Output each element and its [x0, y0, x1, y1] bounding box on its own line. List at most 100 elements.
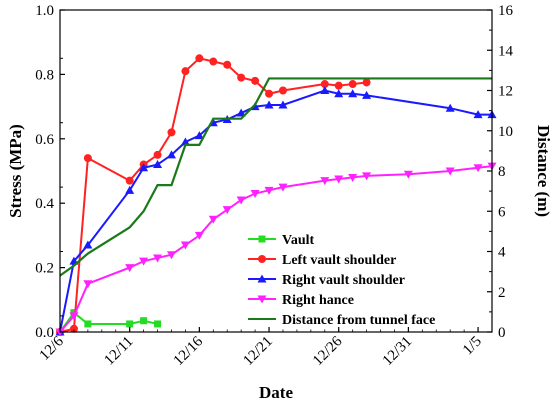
series-3-point — [153, 254, 163, 263]
legend-marker-2 — [257, 274, 267, 283]
series-2-point — [264, 100, 274, 109]
series-1-point — [167, 128, 176, 137]
legend-marker-0 — [258, 235, 266, 243]
series-1-point — [251, 76, 260, 85]
series-1-point — [209, 57, 218, 66]
series-2-point — [194, 131, 204, 140]
series-0-point — [126, 320, 134, 328]
x-axis-title: Date — [259, 383, 293, 402]
series-1-point — [265, 89, 274, 98]
legend-label-0: Vault — [282, 233, 315, 248]
y-right-tick-label: 6 — [498, 204, 506, 220]
series-3-point — [278, 183, 288, 192]
series-1-point — [278, 86, 287, 95]
y-left-tick-label: 0.0 — [35, 325, 54, 341]
series-3-point — [83, 280, 93, 289]
series-3-point — [69, 312, 79, 321]
x-tick-label: 12/26 — [310, 333, 346, 369]
legend-marker-1 — [258, 255, 266, 263]
series-2-point — [180, 137, 190, 146]
series-3-point — [362, 172, 372, 181]
series-3-point — [139, 257, 149, 266]
y-right-tick-label: 4 — [498, 245, 506, 261]
series-line-2 — [59, 89, 492, 333]
series-0-point — [84, 320, 92, 328]
series-3-point — [250, 190, 260, 199]
series-1-point — [237, 73, 246, 82]
legend-label-3: Right hance — [282, 293, 354, 308]
series-0-point — [140, 317, 148, 325]
series-2-point — [334, 89, 344, 98]
series-1-point — [83, 154, 92, 163]
x-tick-label: 12/21 — [240, 334, 275, 369]
series-2-point — [362, 90, 372, 99]
series-1-point — [125, 176, 134, 185]
legend-label-4: Distance from tunnel face — [282, 313, 435, 328]
series-3-point — [320, 177, 330, 186]
series-3-point — [236, 196, 246, 205]
legend-label-1: Left vault shoulder — [282, 253, 396, 268]
series-3-point — [222, 206, 232, 215]
series-1-point — [320, 80, 329, 89]
legend: Vault Left vault shoulder Right vault shou… — [248, 233, 435, 328]
series-1-point — [348, 80, 357, 89]
series-1-point — [362, 78, 371, 87]
series-3-point — [180, 241, 190, 250]
series-0-point — [154, 320, 162, 328]
series-1-point — [195, 54, 204, 63]
series-1-point — [181, 67, 190, 76]
y-right-tick-label: 0 — [498, 325, 506, 341]
series-3-point — [445, 167, 455, 176]
series-line-1 — [59, 57, 367, 333]
y-right-tick-label: 14 — [498, 43, 514, 59]
x-tick-label: 12/16 — [171, 333, 207, 369]
series-2-point — [125, 185, 135, 194]
series-2-point — [473, 110, 483, 119]
x-tick-label: 12/31 — [380, 334, 415, 369]
series-2-point — [445, 103, 455, 112]
series-3-point — [403, 170, 413, 179]
y-left-tick-label: 0.6 — [35, 132, 54, 148]
y-right-tick-label: 10 — [498, 124, 513, 140]
x-tick-label: 1/5 — [460, 334, 485, 359]
series-3-point — [473, 164, 483, 173]
series-3-point — [334, 175, 344, 184]
series-2-point — [139, 163, 149, 172]
y-left-tick-label: 0.8 — [35, 67, 54, 83]
series-1-point — [69, 324, 78, 333]
series-line-3 — [59, 165, 493, 333]
series-1-point — [334, 81, 343, 90]
series-3-point — [264, 186, 274, 195]
series-3-point — [208, 215, 218, 224]
legend-label-2: Right vault shoulder — [282, 273, 405, 288]
series-2-point — [83, 240, 93, 249]
y-left-tick-label: 0.4 — [35, 196, 54, 212]
series-3-point — [348, 173, 358, 182]
y-right-tick-label: 2 — [498, 285, 506, 301]
y-axis-left-title: Stress (MPa) — [6, 124, 25, 218]
legend-marker-3 — [257, 295, 267, 304]
y-left-tick-label: 1.0 — [35, 3, 54, 19]
y-right-tick-label: 16 — [498, 3, 514, 19]
series-3-point — [166, 251, 176, 260]
series-layer — [55, 54, 497, 337]
plot-frame — [59, 9, 493, 333]
series-1-point — [223, 60, 232, 69]
y-axis-right-title: Distance (m) — [534, 125, 550, 217]
series-1-point — [153, 150, 162, 159]
series-2-point — [348, 89, 358, 98]
series-3-point — [194, 231, 204, 240]
series-2-point — [320, 86, 330, 94]
series-line-4 — [59, 77, 492, 277]
series-2-point — [278, 100, 288, 109]
x-tick-label: 12/11 — [101, 334, 136, 369]
series-2-point — [236, 108, 246, 117]
series-3-point — [125, 264, 135, 273]
y-right-tick-label: 8 — [498, 164, 506, 180]
series-2-point — [166, 150, 176, 159]
y-right-tick-label: 12 — [498, 84, 513, 100]
series-2-point — [153, 160, 163, 169]
y-left-tick-label: 0.2 — [35, 261, 54, 277]
